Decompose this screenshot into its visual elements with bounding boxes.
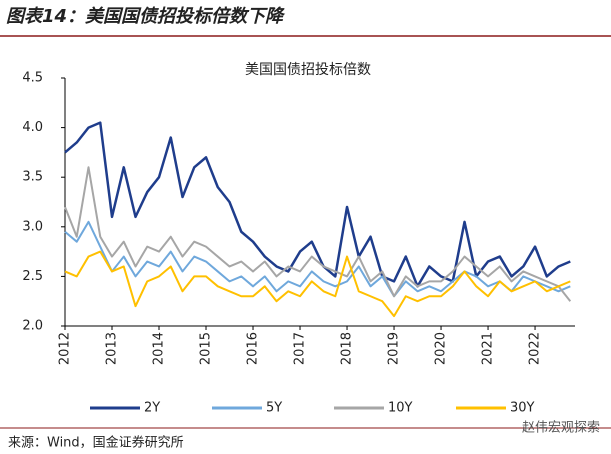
legend-label: 2Y xyxy=(144,401,160,416)
x-tick-label: 2016 xyxy=(246,332,261,365)
y-tick-label: 4.0 xyxy=(22,120,43,135)
x-tick-label: 2021 xyxy=(481,332,496,365)
x-tick-label: 2017 xyxy=(293,332,308,365)
x-tick-label: 2020 xyxy=(434,332,449,365)
series-line xyxy=(64,166,572,302)
series-line xyxy=(64,121,571,288)
y-tick-label: 3.0 xyxy=(22,219,43,234)
x-tick-label: 2019 xyxy=(387,332,402,365)
y-tick-label: 2.0 xyxy=(22,319,43,334)
header-title: 图表14：美国国债招投标倍数下降 xyxy=(6,6,286,27)
x-tick-label: 2018 xyxy=(340,332,355,365)
y-tick-label: 2.5 xyxy=(22,269,43,284)
x-tick-label: 2014 xyxy=(152,332,167,365)
x-tick-label: 2012 xyxy=(58,332,73,365)
legend-label: 30Y xyxy=(510,401,535,416)
source: 来源：Wind，国金证券研究所 xyxy=(8,435,184,451)
series-line xyxy=(64,220,571,298)
x-tick-label: 2015 xyxy=(199,332,214,365)
x-tick-label: 2022 xyxy=(528,332,543,365)
y-tick-label: 4.5 xyxy=(22,71,43,86)
x-tick-label: 2013 xyxy=(105,332,120,365)
legend-label: 5Y xyxy=(266,401,282,416)
chart-title: 美国国债招投标倍数 xyxy=(245,62,371,78)
y-tick-label: 3.5 xyxy=(22,170,43,185)
legend-label: 10Y xyxy=(388,401,413,416)
series-line xyxy=(64,250,571,318)
watermark: 赵伟宏观探索 xyxy=(522,421,600,436)
